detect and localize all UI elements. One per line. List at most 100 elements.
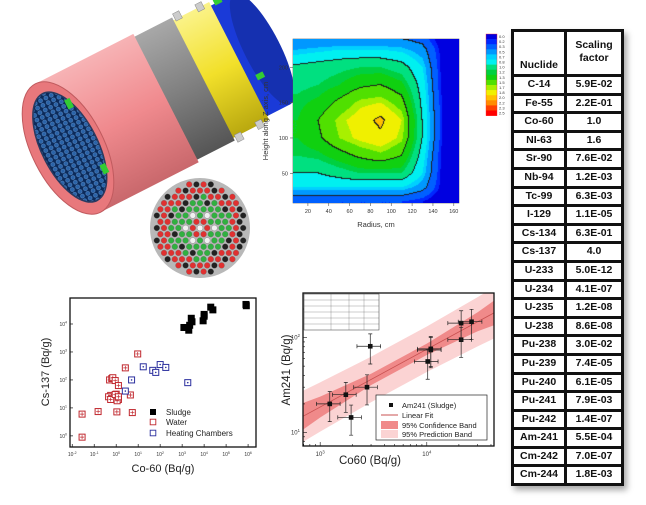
fuel-rod [240,212,247,219]
fuel-rod [193,218,200,225]
fuel-rod [218,237,225,244]
fuel-rod [200,193,207,200]
x-tick-label: 20 [305,209,311,215]
error-bar [114,409,119,414]
fuel-rod [160,249,168,256]
cylinder-3d-model [21,0,295,215]
fuel-rod [168,249,175,256]
sludge-point [188,318,196,326]
fuel-rod [171,256,178,263]
error-bar [96,409,101,414]
scaling-factor-cell: 1.2E-08 [567,300,621,316]
plot-frame [69,297,257,448]
sludge-point [209,306,217,314]
fuel-rod [204,200,211,207]
fuel-rod [171,193,178,200]
colorbar-swatch [486,90,497,96]
scaling-factor-cell: 6.1E-05 [567,374,621,391]
fuel-rod [175,212,182,219]
table-row: Cs-137 4.0 [514,244,621,260]
x-tick-label: 103 [316,449,326,458]
nuclide-cell: Pu-238 [514,337,564,353]
fuel-rod [164,218,171,225]
table-row: C-14 5.9E-02 [514,77,621,93]
fuel-rod [214,206,222,213]
fuel-rod [196,237,204,244]
scaling-factor-cell: 5.0E-12 [567,262,621,279]
fuel-rod [214,256,222,263]
scaling-factor-cell: 7.4E-05 [567,355,621,372]
colorbar-label: 1.5 [499,80,505,85]
error-bar [130,410,135,415]
fuel-rod [200,206,207,213]
fuel-rod [214,218,222,225]
y-tick-label: 100 [279,136,288,142]
nuclide-cell: Cs-137 [514,244,564,260]
fuel-rod [160,237,168,244]
legend-label: Heating Chambers [166,429,233,438]
fuel-rod [232,249,240,256]
bolt-icon [233,131,245,143]
table-row: Cs-134 6.3E-01 [514,225,621,242]
error-bar [108,397,113,402]
fuel-rod [164,243,171,250]
contour-xlabel: Radius, cm [357,220,395,229]
error-bar [80,412,85,417]
fuel-rod [175,224,182,232]
fuel-rod [182,249,189,256]
scaling-factor-cell: 1.2E-03 [567,169,621,186]
y-tick-label: 101 [291,428,301,437]
fuel-rod [229,206,236,213]
x-tick-label: 60 [347,209,353,215]
fuel-rod [157,231,164,238]
fuel-rod [240,224,247,232]
fuel-rod [207,181,214,188]
fuel-rod [225,249,232,256]
colorbar-swatch [486,49,497,55]
scatter1-xlabel: Co-60 (Bq/g) [132,463,195,475]
fuel-rod [214,231,222,238]
fuel-rod [178,256,186,263]
error-bar [116,394,121,399]
fuel-rod [160,200,168,207]
colorbar-swatch [486,79,497,86]
point-dot [154,371,157,374]
fuel-rod [218,249,225,256]
scaling-factor-cell: 1.4E-07 [567,411,621,428]
nuclide-cell: I-129 [514,207,564,223]
fuel-rod [182,224,189,232]
error-bar [123,365,128,370]
x-tick-label: 160 [449,209,458,215]
scaling-factor-cell: 1.6 [567,132,621,149]
nuclide-cell: Pu-242 [514,411,564,428]
table-row: Sr-90 7.6E-02 [514,151,621,167]
fuel-rod [236,206,243,213]
cylinder-back-cap [229,0,295,105]
fuel-rod [164,193,171,200]
sludge-point [242,302,250,310]
colorbar-label: 0.7 [499,54,505,59]
fuel-rod [168,212,175,219]
colorbar-label: 1.3 [499,75,505,80]
am241-point [364,384,370,390]
colorbar-label: 2.3 [499,105,505,110]
colorbar-label: 2.2 [499,100,505,105]
colorbar-swatch [486,54,497,60]
fuel-rod [211,249,218,256]
colorbar-swatch [486,74,497,81]
fuel-rod [196,200,204,207]
fuel-rod [200,268,207,275]
table-row: Pu-241 7.9E-03 [514,393,621,409]
table-header-row: Nuclide Scaling factor [514,32,621,74]
fuel-rod [164,256,171,263]
fuel-rod [225,237,232,244]
scaling-factor-cell: 1.1E-05 [567,207,621,223]
sludge-point [200,310,208,318]
green-fitting [64,97,74,110]
fuel-rod [207,218,214,225]
legend-marker-prediction [381,430,398,438]
error-bar [113,378,118,383]
bolt-icon [254,118,265,130]
scaling-factor-cell: 4.1E-07 [567,281,621,298]
x-tick-label: 100 [387,209,396,215]
